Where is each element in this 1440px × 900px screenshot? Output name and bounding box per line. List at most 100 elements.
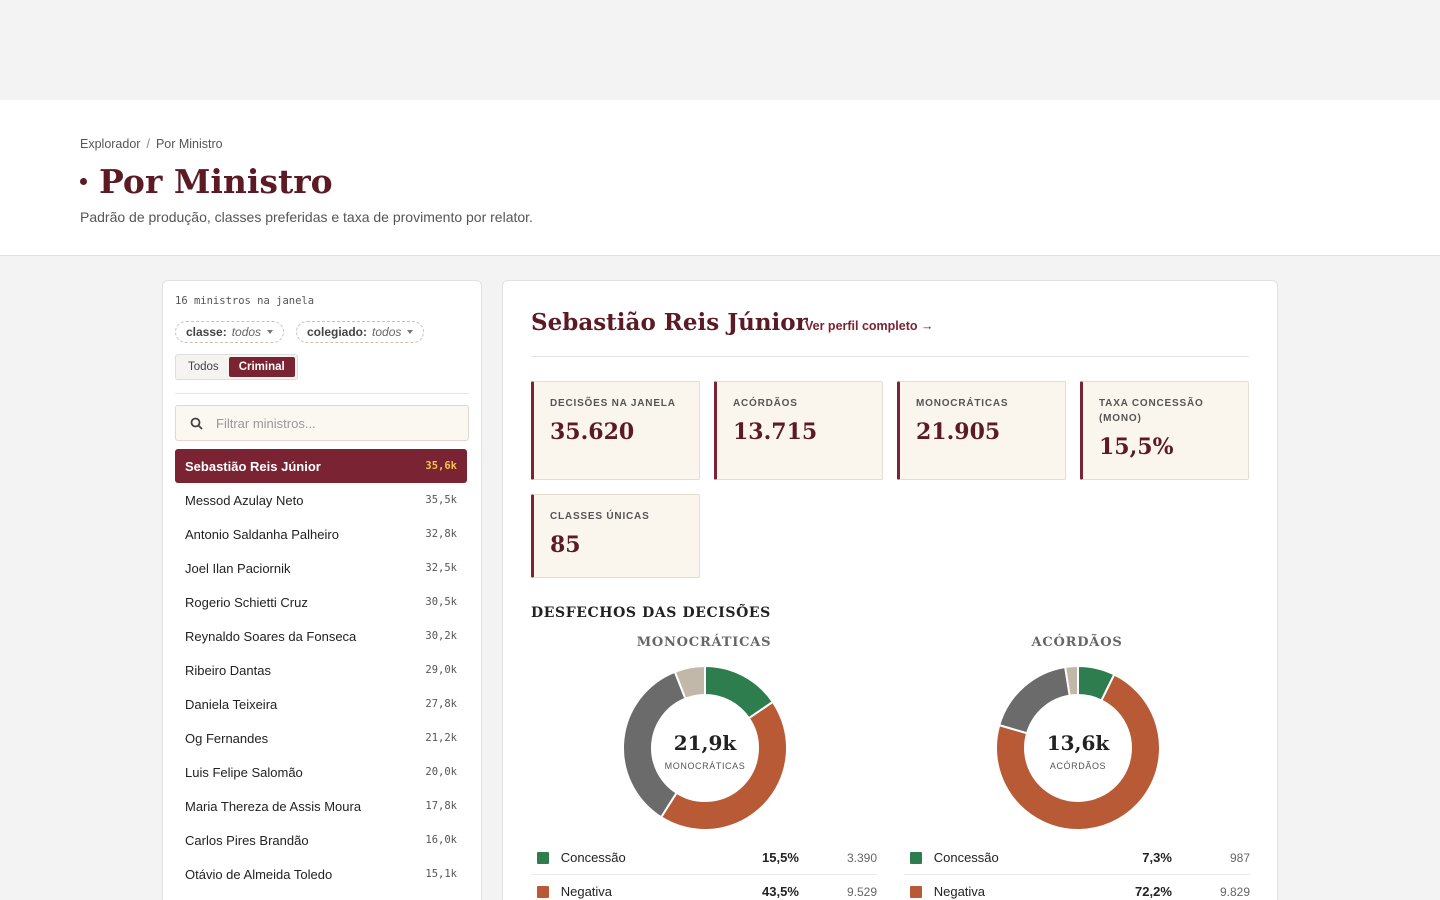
kpi-label: DECISÕES NA JANELA bbox=[550, 398, 676, 409]
legend-label: Concessão bbox=[560, 850, 626, 865]
kpi-value: 21.905 bbox=[916, 419, 1001, 445]
minister-list-item[interactable]: Messod Azulay Neto 35,5k bbox=[175, 483, 467, 517]
kpi-taxa-concessao: TAXA CONCESSÃO (MONO) 15,5% bbox=[1080, 381, 1249, 480]
filter-colegiado-key: colegiado: bbox=[307, 325, 368, 339]
kpi-classes-unicas: CLASSES ÚNICAS 85 bbox=[531, 494, 700, 578]
page-title: Por Ministro bbox=[80, 162, 333, 201]
minister-list-item[interactable]: Daniela Teixeira 27,8k bbox=[175, 687, 467, 721]
kpi-value: 35.620 bbox=[550, 419, 635, 445]
minister-list-item[interactable]: Antonio Saldanha Palheiro 32,8k bbox=[175, 517, 467, 551]
legend-count: 9.829 bbox=[1219, 884, 1250, 899]
minister-item-count: 29,0k bbox=[425, 664, 457, 676]
minister-item-name: Maria Thereza de Assis Moura bbox=[185, 798, 362, 814]
chart-title-monocraticas: MONOCRÁTICAS bbox=[636, 635, 772, 650]
breadcrumb-root[interactable]: Explorador bbox=[80, 137, 141, 151]
legend-percent: 15,5% bbox=[762, 850, 799, 865]
legend-count: 3.390 bbox=[846, 850, 877, 865]
minister-item-name: Daniela Teixeira bbox=[185, 696, 278, 712]
minister-list-item[interactable]: Joel Ilan Paciornik 32,5k bbox=[175, 551, 467, 585]
donut-segment-negativa[interactable] bbox=[995, 673, 1161, 831]
minister-list-item[interactable]: Otávio de Almeida Toledo 15,1k bbox=[175, 857, 467, 891]
minister-item-count: 35,5k bbox=[425, 494, 457, 506]
minister-name: Sebastião Reis Júnior bbox=[531, 309, 808, 336]
minister-list-item[interactable]: Luis Felipe Salomão 20,0k bbox=[175, 755, 467, 789]
kpi-label: ACÓRDÃOS bbox=[733, 398, 798, 409]
ministers-count: 16 ministros na janela bbox=[175, 295, 315, 307]
view-profile-link[interactable]: Ver perfil completo → bbox=[805, 319, 934, 333]
page-title-text: Por Ministro bbox=[99, 162, 333, 201]
minister-item-name: Messod Azulay Neto bbox=[185, 492, 304, 508]
chevron-down-icon bbox=[407, 330, 414, 334]
legend-row: Concessão 7,3% 987 bbox=[904, 841, 1250, 875]
legend-acordaos: Concessão 7,3% 987 Negativa 72,2% 9.829 bbox=[904, 841, 1250, 900]
scope-toggle: Todos Criminal bbox=[175, 354, 298, 380]
minister-detail: Sebastião Reis Júnior Ver perfil complet… bbox=[502, 280, 1278, 900]
minister-item-count: 20,0k bbox=[425, 766, 457, 778]
minister-list-item[interactable]: Og Fernandes 21,2k bbox=[175, 721, 467, 755]
legend-row: Concessão 15,5% 3.390 bbox=[531, 841, 877, 875]
kpi-label: CLASSES ÚNICAS bbox=[550, 511, 650, 522]
title-bullet-icon bbox=[80, 178, 87, 185]
minister-item-name: Og Fernandes bbox=[185, 730, 269, 746]
section-title: DESFECHOS DAS DECISÕES bbox=[531, 605, 771, 621]
page-subtitle: Padrão de produção, classes preferidas e… bbox=[80, 209, 533, 225]
kpi-value: 85 bbox=[550, 532, 581, 558]
minister-list-item[interactable]: Reynaldo Soares da Fonseca 30,2k bbox=[175, 619, 467, 653]
filter-classe-chip[interactable]: classe: todos bbox=[175, 321, 285, 343]
legend-swatch bbox=[910, 851, 922, 864]
legend-label: Negativa bbox=[560, 884, 613, 899]
kpi-label: TAXA CONCESSÃO (MONO) bbox=[1099, 398, 1204, 424]
minister-search bbox=[175, 405, 469, 441]
minister-item-name: Antonio Saldanha Palheiro bbox=[185, 526, 339, 542]
legend-swatch bbox=[537, 885, 549, 898]
toggle-criminal[interactable]: Criminal bbox=[228, 357, 295, 377]
minister-list-item[interactable]: Rogerio Schietti Cruz 30,5k bbox=[175, 585, 467, 619]
donut-center-value: 21,9k bbox=[674, 731, 738, 755]
minister-list-item[interactable]: Maria Thereza de Assis Moura 17,8k bbox=[175, 789, 467, 823]
legend-swatch bbox=[537, 851, 549, 864]
minister-item-count: 15,1k bbox=[425, 868, 457, 880]
donut-segment-negativa[interactable] bbox=[659, 700, 788, 831]
minister-item-name: Rogerio Schietti Cruz bbox=[185, 594, 308, 610]
filter-classe-value: todos bbox=[231, 325, 262, 339]
minister-item-count: 32,5k bbox=[425, 562, 457, 574]
minister-list-item[interactable]: Ribeiro Dantas 29,0k bbox=[175, 653, 467, 687]
divider bbox=[175, 393, 469, 394]
kpi-label: MONOCRÁTICAS bbox=[916, 398, 1009, 409]
search-icon bbox=[176, 417, 216, 430]
donut-center-label: MONOCRÁTICAS bbox=[665, 761, 746, 771]
minister-item-count: 35,6k bbox=[425, 460, 457, 472]
kpi-value: 15,5% bbox=[1099, 434, 1174, 460]
minister-item-name: Ribeiro Dantas bbox=[185, 662, 271, 678]
breadcrumb: Explorador / Por Ministro bbox=[80, 137, 223, 151]
minister-list-item[interactable]: Sebastião Reis Júnior 35,6k bbox=[175, 449, 467, 483]
legend-count: 987 bbox=[1229, 850, 1250, 865]
kpi-decisoes: DECISÕES NA JANELA 35.620 bbox=[531, 381, 700, 480]
search-input[interactable] bbox=[216, 415, 456, 431]
donut-segment[interactable] bbox=[673, 664, 706, 701]
legend-row: Negativa 43,5% 9.529 bbox=[531, 875, 877, 900]
filter-colegiado-chip[interactable]: colegiado: todos bbox=[296, 321, 425, 343]
minister-item-count: 16,0k bbox=[425, 834, 457, 846]
minister-item-count: 17,8k bbox=[425, 800, 457, 812]
minister-item-count: 30,2k bbox=[425, 630, 457, 642]
minister-list-item[interactable]: Carlos Pires Brandão 16,0k bbox=[175, 823, 467, 857]
kpi-value: 13.715 bbox=[733, 419, 818, 445]
filter-classe-key: classe: bbox=[186, 325, 227, 339]
divider bbox=[531, 356, 1249, 357]
donut-center-label: ACÓRDÃOS bbox=[1050, 761, 1106, 771]
legend-label: Negativa bbox=[933, 884, 986, 899]
legend-percent: 7,3% bbox=[1142, 850, 1172, 865]
top-band bbox=[0, 0, 1440, 100]
donut-chart-monocraticas: 21,9k MONOCRÁTICAS bbox=[622, 664, 788, 831]
minister-item-count: 30,5k bbox=[425, 596, 457, 608]
chevron-down-icon bbox=[267, 330, 274, 334]
donut-segment[interactable] bbox=[998, 665, 1071, 735]
legend-swatch bbox=[910, 885, 922, 898]
minister-item-name: Carlos Pires Brandão bbox=[185, 832, 309, 848]
chart-title-acordaos: ACÓRDÃOS bbox=[1031, 635, 1123, 650]
donut-segment[interactable] bbox=[1064, 664, 1079, 697]
minister-item-name: Joel Ilan Paciornik bbox=[185, 560, 291, 576]
legend-percent: 72,2% bbox=[1135, 884, 1172, 899]
toggle-todos[interactable]: Todos bbox=[188, 361, 219, 373]
